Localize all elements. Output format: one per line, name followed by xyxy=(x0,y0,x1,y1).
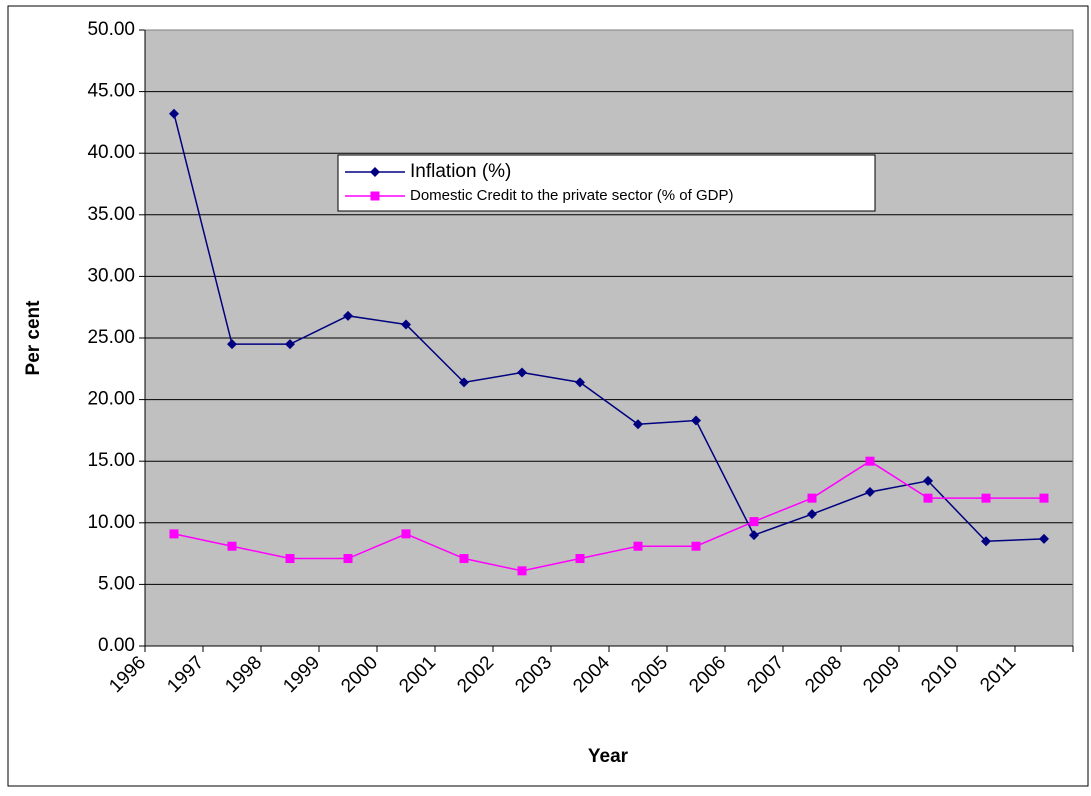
data-point xyxy=(575,377,585,388)
y-tick-label: 35.00 xyxy=(87,204,135,225)
y-tick-label: 50.00 xyxy=(87,19,135,40)
data-point xyxy=(749,530,759,541)
data-point xyxy=(575,554,585,564)
data-point xyxy=(285,339,295,350)
legend-marker xyxy=(370,167,380,177)
y-tick-label: 30.00 xyxy=(87,265,135,286)
data-point xyxy=(807,493,817,503)
y-tick-label: 15.00 xyxy=(87,450,135,471)
data-point xyxy=(343,310,353,321)
data-point xyxy=(1039,533,1049,544)
data-point xyxy=(865,456,875,466)
data-point xyxy=(923,493,933,503)
data-point xyxy=(227,339,237,350)
legend-marker xyxy=(370,191,380,201)
x-axis-label: Year xyxy=(588,746,629,767)
series-line xyxy=(173,113,1045,543)
data-point xyxy=(691,541,701,551)
data-point xyxy=(343,554,353,564)
data-point xyxy=(459,377,469,388)
y-tick-label: 20.00 xyxy=(87,389,135,410)
data-point xyxy=(227,541,237,551)
data-point xyxy=(169,529,179,539)
data-point xyxy=(401,529,411,539)
data-point xyxy=(169,108,179,119)
legend-label: Domestic Credit to the private sector (%… xyxy=(410,187,733,204)
y-tick-label: 40.00 xyxy=(87,142,135,163)
data-point xyxy=(981,536,991,547)
series-line xyxy=(173,460,1044,572)
y-tick-label: 10.00 xyxy=(87,512,135,533)
legend: Inflation (%) Domestic Credit to the priv… xyxy=(337,154,876,212)
data-point xyxy=(517,566,527,576)
data-point xyxy=(923,475,933,486)
y-tick-label: 5.00 xyxy=(98,573,135,594)
data-point xyxy=(981,493,991,503)
y-axis-label: Per cent xyxy=(23,300,44,376)
legend-box xyxy=(337,154,876,212)
data-point xyxy=(517,367,527,378)
data-point xyxy=(807,509,817,520)
data-point xyxy=(401,319,411,330)
data-point xyxy=(633,419,643,430)
legend-label: Inflation (%) xyxy=(410,161,511,182)
data-point xyxy=(1039,493,1049,503)
data-point xyxy=(691,415,701,426)
y-tick-label: 45.00 xyxy=(87,81,135,102)
data-point xyxy=(865,487,875,497)
data-point xyxy=(285,554,295,564)
y-tick-label: 0.00 xyxy=(98,635,135,656)
data-point xyxy=(633,541,643,551)
y-tick-label: 25.00 xyxy=(87,327,135,348)
data-point xyxy=(749,517,759,527)
data-point xyxy=(459,554,469,564)
